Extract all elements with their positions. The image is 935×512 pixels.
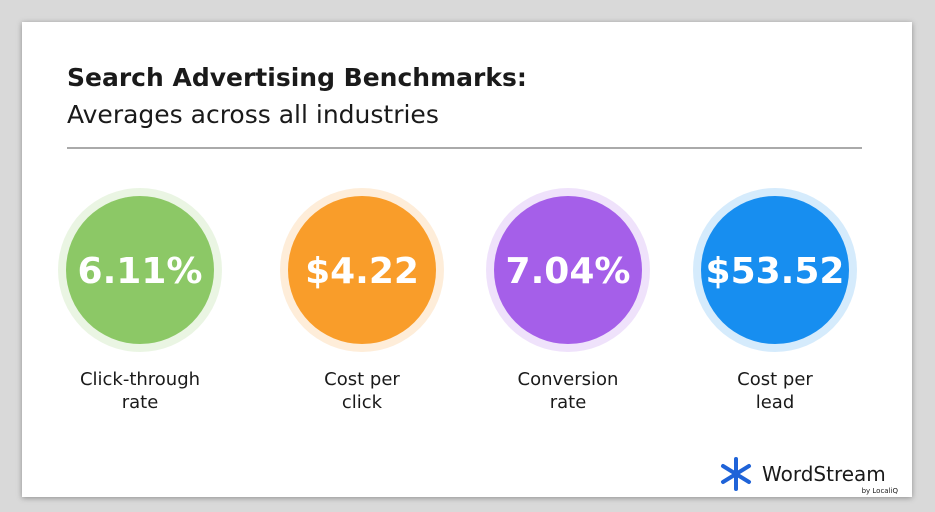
logo-name: WordStream bbox=[762, 462, 886, 486]
metric-label: Click-through bbox=[80, 369, 200, 390]
metric-circle bbox=[701, 196, 849, 344]
metric-label: rate bbox=[122, 392, 159, 413]
logo-tagline: by LocaliQ bbox=[862, 487, 899, 495]
metric-value: 6.11% bbox=[78, 251, 203, 292]
metric-label: Conversion bbox=[518, 369, 619, 390]
metric-circle bbox=[288, 196, 436, 344]
metric-label: Cost per bbox=[324, 369, 400, 390]
title: Search Advertising Benchmarks: bbox=[67, 63, 527, 92]
metric-circle bbox=[66, 196, 214, 344]
metric-label: rate bbox=[550, 392, 587, 413]
metric-circle bbox=[494, 196, 642, 344]
metric-value: $4.22 bbox=[305, 251, 419, 292]
subtitle: Averages across all industries bbox=[67, 100, 439, 129]
metric-label: Cost per bbox=[737, 369, 813, 390]
metric-value: 7.04% bbox=[506, 251, 631, 292]
metric-value: $53.52 bbox=[706, 251, 845, 292]
metric-label: lead bbox=[756, 392, 795, 413]
metric-label: click bbox=[342, 392, 383, 413]
logo-icon bbox=[721, 457, 751, 491]
